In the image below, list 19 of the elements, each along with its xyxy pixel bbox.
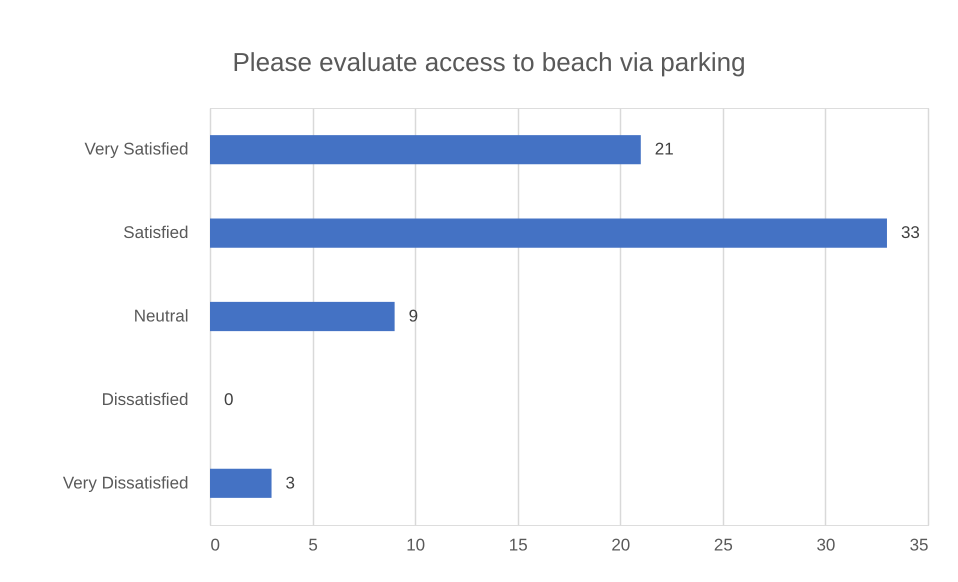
data-label: 9 — [408, 306, 418, 326]
x-tick-label: 10 — [406, 536, 426, 554]
x-tick-label: 5 — [308, 536, 318, 554]
chart-title: Please evaluate access to beach via parking — [232, 47, 746, 77]
y-tick-label: Very Dissatisfied — [62, 473, 188, 492]
data-label: 3 — [286, 473, 296, 492]
x-tick-label: 20 — [611, 536, 630, 554]
y-tick-label: Neutral — [134, 306, 188, 326]
data-label: 21 — [654, 140, 674, 159]
y-tick-label: Dissatisfied — [102, 390, 188, 409]
x-tick-label: 30 — [816, 536, 836, 554]
y-tick-label: Very Satisfied — [84, 140, 188, 159]
x-tick-label: 15 — [508, 536, 528, 554]
x-tick-label: 0 — [210, 536, 220, 554]
data-label: 33 — [900, 223, 920, 242]
x-tick-label: 35 — [910, 536, 928, 554]
data-label: 0 — [224, 390, 234, 409]
x-tick-label: 25 — [714, 536, 733, 554]
y-tick-label: Satisfied — [123, 223, 188, 242]
